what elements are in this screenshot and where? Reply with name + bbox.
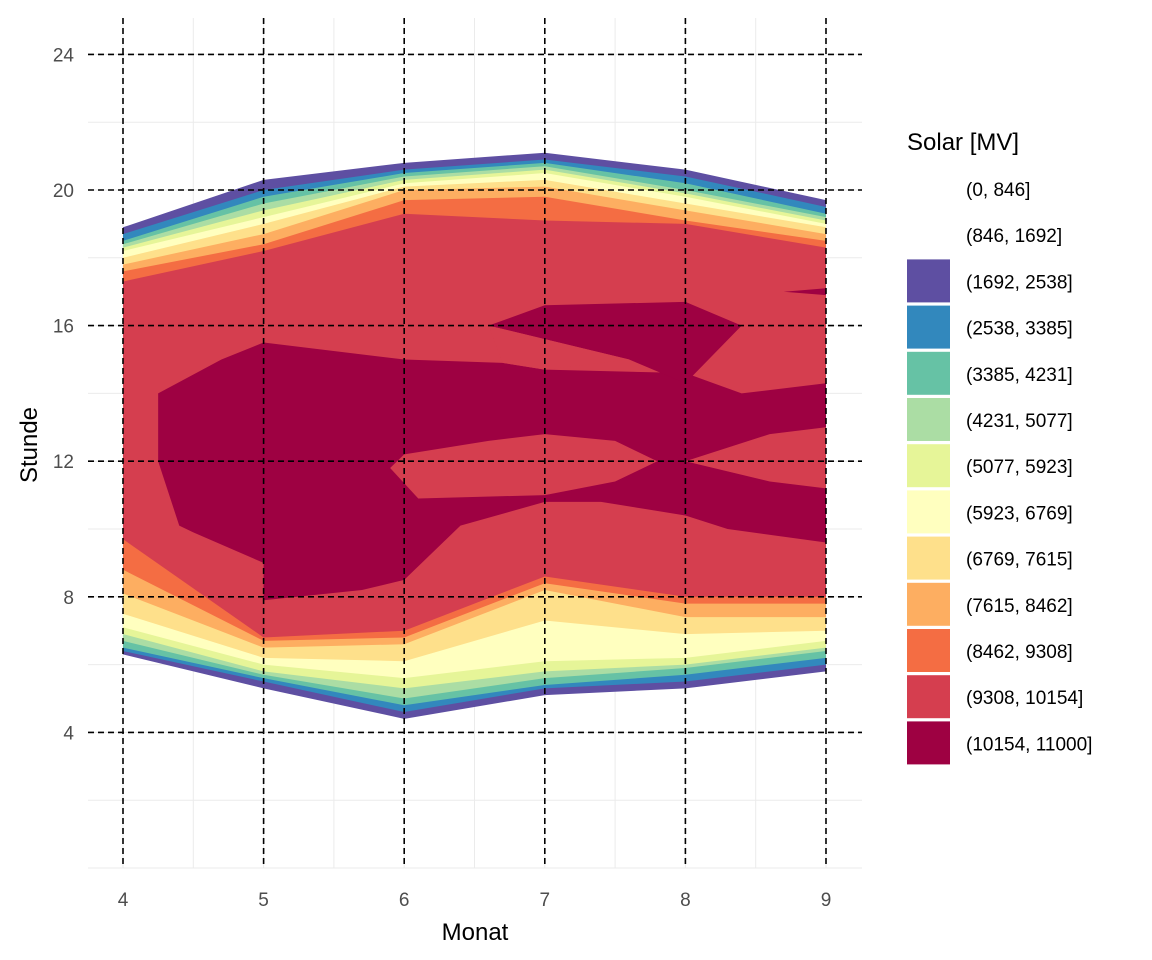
x-tick-label: 7 (540, 890, 551, 911)
legend-swatch (907, 444, 950, 488)
x-tick-label: 4 (118, 890, 129, 911)
y-tick-label: 4 (63, 723, 74, 744)
legend-title: Solar [MV] (907, 129, 1019, 156)
y-tick-label: 12 (53, 452, 74, 473)
legend-label: (846, 1692] (966, 226, 1062, 247)
legend-swatch (907, 398, 950, 441)
legend-swatch (907, 536, 950, 580)
legend-swatch (907, 259, 950, 303)
x-tick-label: 5 (258, 890, 269, 911)
y-tick-label: 8 (63, 588, 74, 609)
y-tick-label: 16 (53, 317, 74, 338)
reference-lines (88, 18, 862, 868)
y-axis-ticks: 4 8 12 16 20 24 (53, 45, 75, 744)
x-axis-title: Monat (442, 919, 509, 946)
x-tick-label: 8 (680, 890, 691, 911)
legend-label: (5077, 5923] (966, 457, 1073, 478)
legend-swatch (907, 721, 950, 765)
legend-label: (0, 846] (966, 180, 1030, 201)
legend-label: (2538, 3385] (966, 319, 1073, 340)
x-axis-ticks: 4 5 6 7 8 9 (118, 890, 832, 911)
legend-swatch (907, 629, 950, 672)
legend-label: (4231, 5077] (966, 411, 1073, 432)
y-tick-label: 24 (53, 45, 75, 66)
legend-label: (6769, 7615] (966, 550, 1073, 571)
contour-plot-area (123, 152, 826, 719)
contour-core-region (783, 288, 826, 296)
y-axis-title: Stunde (16, 407, 43, 483)
legend-swatch (907, 582, 950, 626)
contour-core-region (685, 427, 826, 489)
legend-label: (9308, 10154] (966, 688, 1083, 709)
contour-core-region (488, 325, 630, 370)
legend-swatch (907, 675, 950, 719)
legend-label: (7615, 8462] (966, 596, 1073, 617)
legend-label: (3385, 4231] (966, 365, 1073, 386)
legend-label: (10154, 11000] (966, 734, 1092, 755)
legend-swatch (907, 490, 950, 534)
legend-label: (8462, 9308] (966, 642, 1073, 663)
x-tick-label: 9 (821, 890, 832, 911)
legend-swatch (907, 305, 950, 349)
legend-label: (5923, 6769] (966, 503, 1073, 524)
y-tick-label: 20 (53, 181, 74, 202)
contour-core-region (390, 434, 658, 499)
legend-label: (1692, 2538] (966, 272, 1073, 293)
contour-core-region (488, 301, 742, 384)
x-tick-label: 6 (399, 890, 410, 911)
legend: Solar [MV] (0, 846] (846, 1692] (1692, 253… (907, 129, 1092, 765)
legend-swatch (907, 351, 950, 395)
